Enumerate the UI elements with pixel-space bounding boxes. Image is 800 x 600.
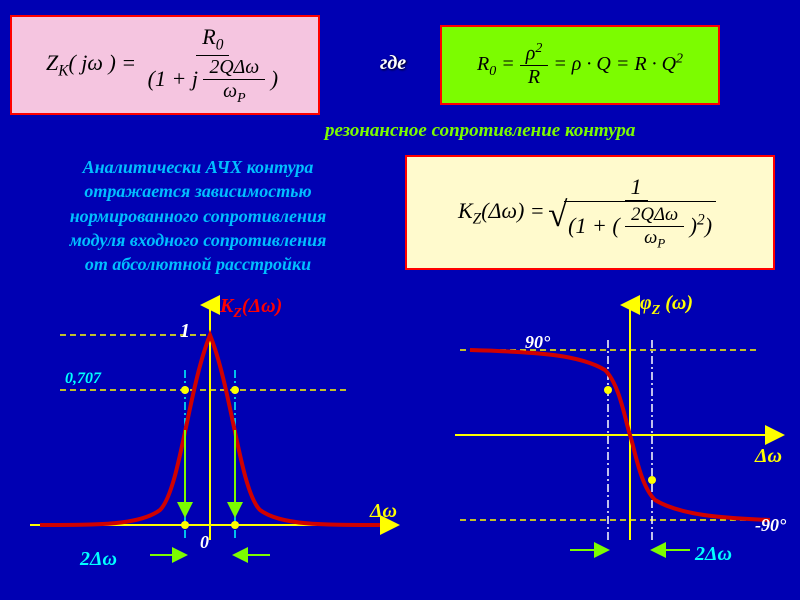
- zk-frac: R0 (1 + j 2QΔω ωP ): [142, 24, 284, 105]
- x-axis-label: Δω: [755, 445, 782, 468]
- formula-r0-content: R0 = ρ2 R = ρ · Q = R · Q2: [477, 41, 683, 90]
- chart-amplitude: KZ(Δω) Δω 1 0 0,707 2Δω: [20, 290, 420, 580]
- formula-r0: R0 = ρ2 R = ρ · Q = R · Q2: [440, 25, 720, 105]
- formula-kz: KZ(Δω) = 1 √ (1 + ( 2QΔω ωP )2): [405, 155, 775, 270]
- chart-phase: φZ (ω) Δω 90° -90° 2Δω: [440, 290, 790, 580]
- label-707: 0,707: [65, 370, 101, 388]
- resonance-label: резонансное сопротивление контура: [325, 120, 635, 142]
- formula-zk-content: ZK( jω ) = R0 (1 + j 2QΔω ωP ): [46, 24, 284, 105]
- formula-zk: ZK( jω ) = R0 (1 + j 2QΔω ωP ): [10, 15, 320, 115]
- label-2dw: 2Δω: [695, 543, 732, 566]
- formula-kz-content: KZ(Δω) = 1 √ (1 + ( 2QΔω ωP )2): [458, 174, 722, 252]
- bp-dot-left: [181, 386, 189, 394]
- bp-dotx-left: [181, 521, 189, 529]
- label-1: 1: [180, 320, 190, 343]
- y-axis-label: KZ(Δω): [220, 295, 282, 322]
- label-2dw: 2Δω: [80, 548, 117, 571]
- label-m90p: -90°: [755, 515, 786, 536]
- bp-dot-left: [604, 386, 612, 394]
- zk-lhs: ZK( jω ) =: [46, 50, 136, 75]
- where-label: где: [380, 52, 406, 75]
- x-axis-label: Δω: [370, 500, 397, 523]
- chart-phase-svg: [440, 290, 790, 580]
- chart-amplitude-svg: [20, 290, 420, 580]
- analytic-text: Аналитически АЧХ контура отражается зави…: [8, 155, 388, 276]
- label-0: 0: [200, 532, 209, 553]
- y-axis-label: φZ (ω): [640, 292, 693, 319]
- label-90p: 90°: [525, 332, 550, 353]
- bp-dot-right: [648, 476, 656, 484]
- bp-dotx-right: [231, 521, 239, 529]
- bp-dot-right: [231, 386, 239, 394]
